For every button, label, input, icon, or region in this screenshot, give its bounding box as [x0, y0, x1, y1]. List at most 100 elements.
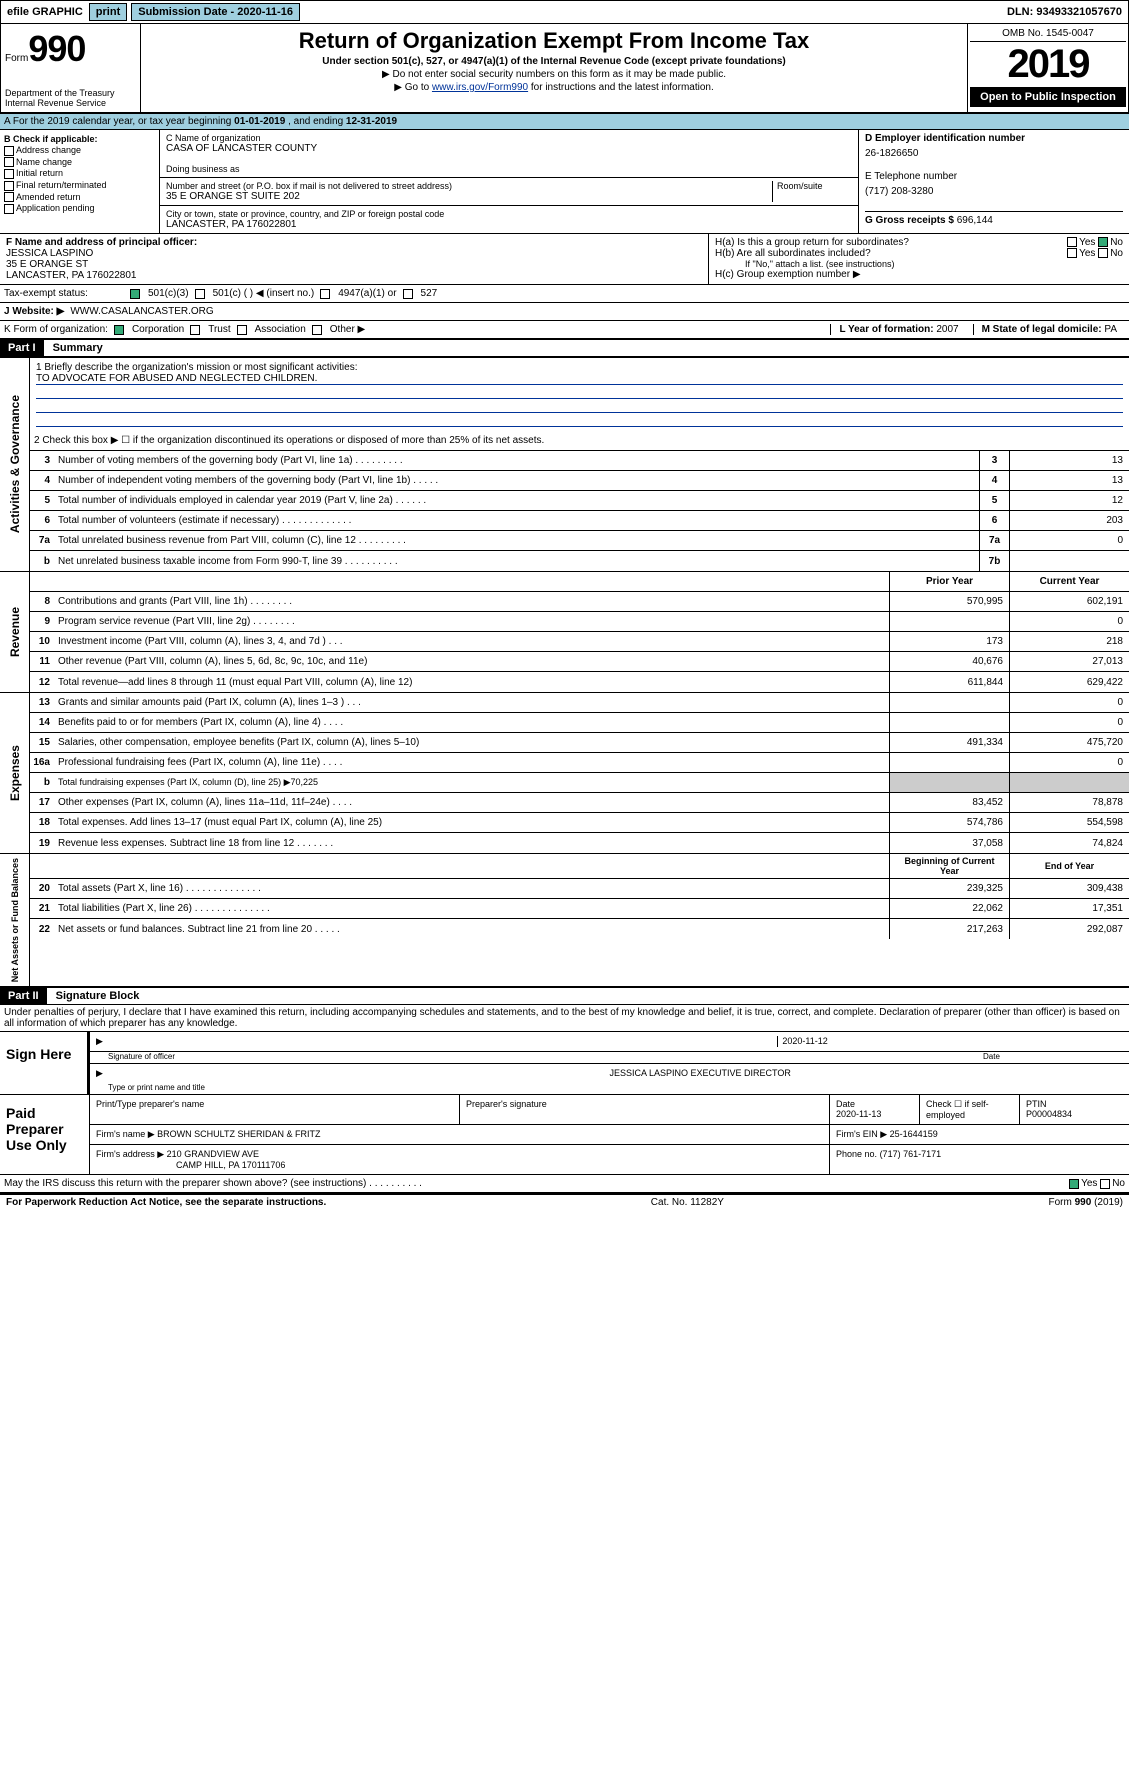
form-id-cell: Form990 Department of the Treasury Inter… [1, 24, 141, 112]
firm-addr-label: Firm's address ▶ [96, 1149, 164, 1159]
side-expenses: Expenses [6, 741, 24, 805]
ein-value: 26-1826650 [865, 148, 1123, 159]
sign-date: 2020-11-12 [777, 1036, 1123, 1047]
tax-exempt-row: Tax-exempt status: 501(c)(3) 501(c) ( ) … [0, 285, 1129, 303]
side-governance: Activities & Governance [6, 391, 24, 537]
part2-header: Part II [0, 988, 47, 1004]
chk-trust [190, 325, 200, 335]
domicile-value: PA [1104, 324, 1117, 335]
submission-date-label: Submission Date - [138, 6, 234, 18]
preparer-sig-header: Preparer's signature [459, 1095, 829, 1124]
firm-addr1: 210 GRANDVIEW AVE [167, 1149, 259, 1159]
goto-pre: ▶ Go to [394, 82, 432, 93]
table-row: 18Total expenses. Add lines 13–17 (must … [30, 813, 1129, 833]
table-row: 12Total revenue—add lines 8 through 11 (… [30, 672, 1129, 692]
chk-address: Address change [4, 145, 155, 156]
website-url: WWW.CASALANCASTER.ORG [70, 306, 213, 317]
governance-block: Activities & Governance 1 Briefly descri… [0, 357, 1129, 571]
sig-date-label: Date [983, 1052, 1123, 1061]
gross-receipts-value: 696,144 [957, 215, 993, 226]
subtitle-2: ▶ Do not enter social security numbers o… [147, 69, 961, 80]
officer-addr2: LANCASTER, PA 176022801 [6, 270, 702, 281]
period-band: A For the 2019 calendar year, or tax yea… [0, 113, 1129, 130]
footer-right: Form 990 (2019) [1049, 1197, 1124, 1208]
dln-value: 93493321057670 [1036, 6, 1122, 18]
phone-value: (717) 208-3280 [865, 186, 1123, 197]
table-row: 22Net assets or fund balances. Subtract … [30, 919, 1129, 939]
city-state-zip: LANCASTER, PA 176022801 [166, 219, 852, 230]
header-end-year: End of Year [1009, 854, 1129, 878]
preparer-name-header: Print/Type preparer's name [90, 1095, 459, 1124]
chk-pending: Application pending [4, 203, 155, 214]
mission-text: TO ADVOCATE FOR ABUSED AND NEGLECTED CHI… [36, 373, 1123, 385]
city-label: City or town, state or province, country… [166, 209, 852, 219]
self-employed-header: Check ☐ if self-employed [919, 1095, 1019, 1124]
k-l-m-row: K Form of organization: Corporation Trus… [0, 321, 1129, 339]
h-b-note: If "No," attach a list. (see instruction… [715, 259, 1123, 269]
paid-preparer-label: Paid Preparer Use Only [0, 1095, 90, 1174]
print-button[interactable]: print [89, 3, 127, 21]
mission-blank3 [36, 413, 1123, 427]
subtitle-1: Under section 501(c), 527, or 4947(a)(1)… [147, 56, 961, 67]
table-row: 6Total number of volunteers (estimate if… [30, 511, 1129, 531]
table-row: 16aProfessional fundraising fees (Part I… [30, 753, 1129, 773]
ein-label: D Employer identification number [865, 133, 1025, 144]
form990-link[interactable]: www.irs.gov/Form990 [432, 82, 528, 93]
chk-name: Name change [4, 157, 155, 168]
header: Form990 Department of the Treasury Inter… [0, 24, 1129, 113]
efile-label: efile GRAPHIC [1, 6, 89, 18]
part2-header-row: Part II Signature Block [0, 987, 1129, 1005]
firm-addr2: CAMP HILL, PA 170111706 [96, 1160, 823, 1170]
org-name-label: C Name of organization [166, 133, 852, 143]
discuss-yes-chk [1069, 1179, 1079, 1189]
org-name: CASA OF LANCASTER COUNTY [166, 143, 852, 154]
table-row: 10Investment income (Part VIII, column (… [30, 632, 1129, 652]
discuss-question: May the IRS discuss this return with the… [4, 1178, 422, 1189]
header-current-year: Current Year [1009, 572, 1129, 591]
table-row: bNet unrelated business taxable income f… [30, 551, 1129, 571]
table-row: 11Other revenue (Part VIII, column (A), … [30, 652, 1129, 672]
chk-initial: Initial return [4, 168, 155, 179]
form-number: 990 [28, 28, 85, 69]
phone-label: E Telephone number [865, 171, 1123, 182]
side-revenue: Revenue [6, 603, 24, 661]
perjury-text: Under penalties of perjury, I declare th… [0, 1005, 1129, 1031]
firm-ein-label: Firm's EIN ▶ [836, 1129, 887, 1139]
mission-blank2 [36, 399, 1123, 413]
addr-label: Number and street (or P.O. box if mail i… [166, 181, 772, 191]
gross-receipts-label: G Gross receipts $ [865, 215, 954, 226]
website-row: J Website: ▶ WWW.CASALANCASTER.ORG [0, 303, 1129, 321]
period-end: 12-31-2019 [346, 116, 397, 127]
table-row: 5Total number of individuals employed in… [30, 491, 1129, 511]
mission-label: 1 Briefly describe the organization's mi… [36, 362, 1123, 373]
part2-title: Signature Block [50, 990, 140, 1002]
table-row: 17Other expenses (Part IX, column (A), l… [30, 793, 1129, 813]
chk-4947 [320, 289, 330, 299]
submission-date: Submission Date - 2020-11-16 [131, 3, 300, 21]
tax-year: 2019 [970, 42, 1126, 87]
revenue-block: Revenue Prior Year Current Year 8Contrib… [0, 571, 1129, 692]
table-row: 13Grants and similar amounts paid (Part … [30, 693, 1129, 713]
side-netassets: Net Assets or Fund Balances [8, 854, 22, 986]
table-row: 4Number of independent voting members of… [30, 471, 1129, 491]
chk-amended: Amended return [4, 192, 155, 203]
officer-printed-name: JESSICA LASPINO EXECUTIVE DIRECTOR [610, 1068, 1124, 1079]
box-b: B Check if applicable: Address change Na… [0, 130, 160, 233]
part1-header-row: Part I Summary [0, 339, 1129, 357]
footer: For Paperwork Reduction Act Notice, see … [0, 1193, 1129, 1210]
dept-treasury: Department of the Treasury [5, 88, 136, 98]
h-a: H(a) Is this a group return for subordin… [715, 237, 1123, 248]
discuss-row: May the IRS discuss this return with the… [0, 1175, 1129, 1193]
mission-blank1 [36, 385, 1123, 399]
box-b-label: B Check if applicable: [4, 134, 98, 144]
firm-name-label: Firm's name ▶ [96, 1129, 155, 1139]
chk-501c3 [130, 289, 140, 299]
entity-row: B Check if applicable: Address change Na… [0, 130, 1129, 234]
website-label: J Website: ▶ [4, 306, 64, 317]
sign-here-label: Sign Here [0, 1032, 90, 1094]
firm-phone: (717) 761-7171 [880, 1149, 942, 1159]
table-row: bTotal fundraising expenses (Part IX, co… [30, 773, 1129, 793]
chk-other [312, 325, 322, 335]
name-title-label: Type or print name and title [90, 1083, 1129, 1094]
table-row: 20Total assets (Part X, line 16) . . . .… [30, 879, 1129, 899]
